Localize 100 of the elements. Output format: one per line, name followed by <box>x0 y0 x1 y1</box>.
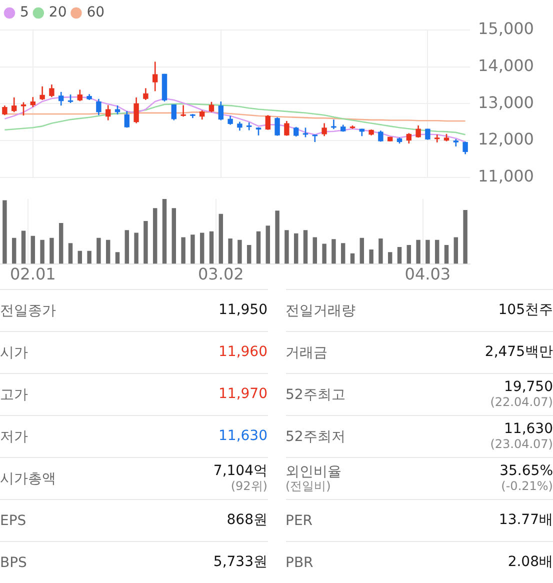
bar <box>360 238 364 264</box>
bar <box>350 253 355 264</box>
candlestick <box>406 132 412 144</box>
bar <box>30 236 36 264</box>
text: 105천주 <box>498 302 553 318</box>
y-tick-label: 12,000 <box>478 130 534 149</box>
text: 19,750 (22.04.07) <box>490 378 553 408</box>
bar <box>87 250 92 264</box>
bar <box>40 240 44 264</box>
category-label: 거래금 <box>286 344 328 360</box>
candlestick <box>134 96 139 124</box>
candlestick <box>2 104 8 116</box>
bar <box>340 243 346 264</box>
y-tick-label: 11,000 <box>478 166 534 186</box>
bar <box>454 237 458 264</box>
bar <box>369 250 374 264</box>
bar <box>228 238 232 264</box>
candlestick <box>208 101 214 113</box>
bar <box>134 232 138 264</box>
candlestick <box>30 96 36 108</box>
y-tick-label: 14,000 <box>478 56 534 76</box>
bar <box>378 238 383 264</box>
bar <box>312 237 318 264</box>
category-label: EPS <box>0 512 26 528</box>
text: 11,630 <box>218 428 268 444</box>
bar <box>21 230 26 264</box>
bar <box>190 234 195 264</box>
legend-label: 20 <box>48 4 67 21</box>
candlestick <box>12 96 17 113</box>
bar <box>444 245 449 264</box>
bar <box>388 252 392 264</box>
candlestick <box>434 134 440 144</box>
candlestick <box>274 116 280 136</box>
y-tick-label: 13,000 <box>478 92 534 112</box>
category-label: 전일거래량 <box>286 302 356 318</box>
bar <box>303 230 308 264</box>
candlestick <box>77 89 82 102</box>
candlestick <box>106 104 111 121</box>
legend-label: 5 <box>20 4 29 21</box>
category-label: PER <box>286 512 313 528</box>
candlestick <box>331 118 336 130</box>
bar <box>58 222 64 264</box>
bar <box>463 210 468 264</box>
y-tick-label: 15,000 <box>478 19 534 38</box>
bar <box>284 230 289 264</box>
legend-label: 60 <box>86 4 105 21</box>
bar <box>322 244 326 264</box>
category-label: 저가 <box>0 428 28 444</box>
candlestick <box>58 91 64 106</box>
bar <box>294 233 298 264</box>
candlestick <box>96 98 102 116</box>
bar <box>406 245 412 264</box>
bar <box>416 240 420 264</box>
text: 13.77배 <box>498 512 553 528</box>
text: 11,950 <box>218 302 268 318</box>
candlestick <box>265 114 270 131</box>
x-tick-label: 03.02 <box>198 264 244 284</box>
candlestick <box>200 110 205 120</box>
candlestick <box>294 126 299 138</box>
category-label: PBR <box>286 554 314 570</box>
category-label: 전일종가 <box>0 302 56 318</box>
candlestick <box>246 122 252 131</box>
category-label: 시가총액 <box>0 470 56 486</box>
bar <box>12 238 16 264</box>
bar <box>218 214 224 264</box>
text: 11,960 <box>218 344 268 360</box>
x-tick-label: 04.03 <box>404 264 451 284</box>
bar <box>181 237 186 264</box>
bar <box>426 240 430 264</box>
candlestick <box>20 102 26 116</box>
category-label: 52주최저 <box>286 428 346 444</box>
bar <box>246 245 252 264</box>
bar <box>115 252 120 264</box>
candlestick <box>180 104 186 118</box>
candlestick <box>49 84 54 98</box>
category-label: 52주최고 <box>286 386 346 402</box>
text: 35.65% (-0.21%) <box>500 462 553 492</box>
candlestick <box>152 61 158 92</box>
bar <box>332 239 336 264</box>
bar <box>275 210 280 264</box>
x-tick-label: 02.01 <box>10 264 56 284</box>
bar <box>266 226 270 264</box>
text: 11,970 <box>218 386 268 402</box>
bar <box>106 240 110 264</box>
text: 868원 <box>226 512 268 528</box>
candlestick <box>171 104 176 121</box>
candlestick <box>322 122 327 137</box>
bar <box>172 208 176 264</box>
text: 11,630 (23.04.07) <box>490 420 553 450</box>
category-label: 고가 <box>0 386 28 402</box>
bar <box>200 232 204 264</box>
bar <box>144 221 148 264</box>
candlestick <box>143 88 148 101</box>
candlestick <box>40 86 45 101</box>
bar <box>78 250 82 264</box>
bar <box>68 243 73 264</box>
bar <box>124 230 130 264</box>
category-label: 시가 <box>0 344 28 360</box>
candlestick <box>462 141 468 155</box>
category-label: BPS <box>0 554 27 570</box>
